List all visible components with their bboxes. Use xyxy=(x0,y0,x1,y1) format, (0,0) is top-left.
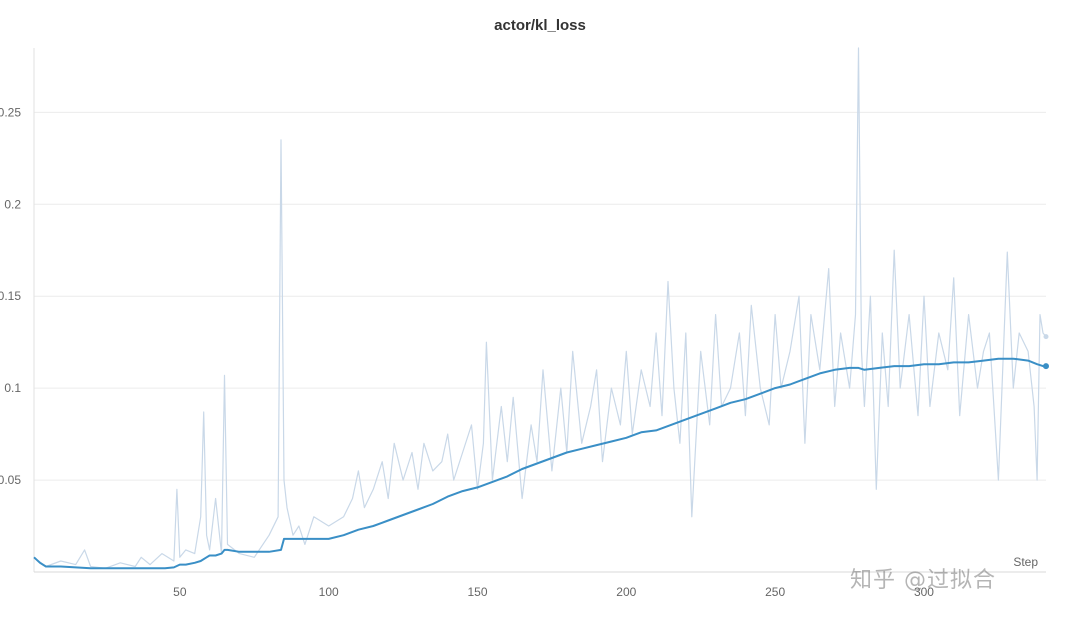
x-tick-label: 50 xyxy=(173,585,187,599)
chart-title: actor/kl_loss xyxy=(494,17,586,34)
y-tick-label: 0.05 xyxy=(0,473,21,487)
y-tick-label: 0.25 xyxy=(0,105,21,119)
y-tick-label: 0.15 xyxy=(0,289,21,303)
x-tick-label: 250 xyxy=(765,585,785,599)
raw-end-point xyxy=(1043,334,1049,340)
x-tick-label: 150 xyxy=(467,585,487,599)
grid-layer xyxy=(34,111,1046,481)
y-tick-label: 0.2 xyxy=(4,197,21,211)
raw-series-line xyxy=(33,47,1047,569)
axis-layer: 0.05 0.1 0.15 0.2 0.25 50 100 150 200 250 300 xyxy=(0,48,1046,599)
smoothed-end-point xyxy=(1043,363,1049,370)
x-tick-label: 100 xyxy=(319,585,339,599)
x-axis-label: Step xyxy=(1013,555,1038,569)
smoothed-series-line xyxy=(33,357,1046,570)
x-tick-label: 200 xyxy=(616,585,636,599)
watermark: 知乎 @过拟合 xyxy=(850,568,996,593)
y-tick-label: 0.1 xyxy=(4,381,21,395)
series-layer xyxy=(33,47,1049,570)
x-tick-label: 300 xyxy=(914,585,934,599)
